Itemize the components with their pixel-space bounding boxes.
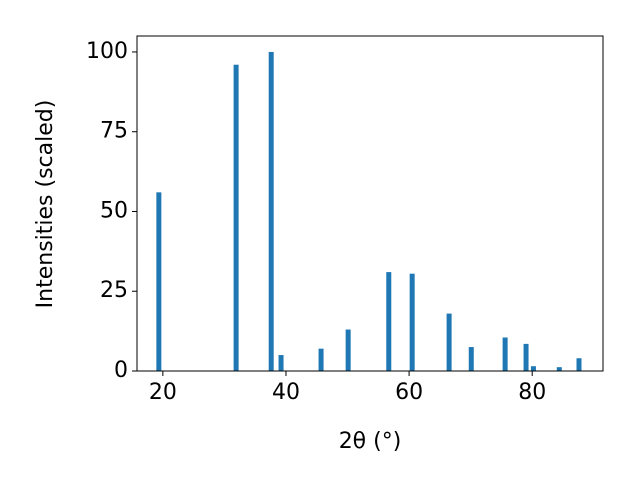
bar (502, 337, 508, 371)
bar (556, 367, 562, 371)
x-tick-label: 80 (518, 380, 546, 405)
y-axis-label: Intensities (scaled) (33, 100, 58, 309)
bar (156, 192, 162, 371)
x-tick-label: 60 (395, 380, 423, 405)
bar (345, 329, 351, 371)
bar (523, 343, 529, 371)
bar (386, 272, 392, 371)
bar (468, 347, 474, 371)
x-axis-label: 2θ (°) (339, 429, 402, 454)
bar (446, 313, 452, 371)
bar (576, 358, 582, 371)
y-tick-label: 25 (100, 278, 128, 303)
y-tick-label: 75 (100, 119, 128, 144)
y-tick-label: 0 (114, 358, 128, 383)
plot-frame (136, 35, 604, 372)
bar (233, 64, 239, 371)
bar (268, 51, 274, 371)
bar (318, 348, 324, 371)
x-tick-label: 40 (272, 380, 300, 405)
bar (409, 273, 415, 371)
bar (530, 366, 536, 371)
y-tick-label: 50 (100, 198, 128, 223)
x-tick-label: 20 (149, 380, 177, 405)
bar (278, 355, 284, 371)
y-tick-label: 100 (86, 39, 128, 64)
